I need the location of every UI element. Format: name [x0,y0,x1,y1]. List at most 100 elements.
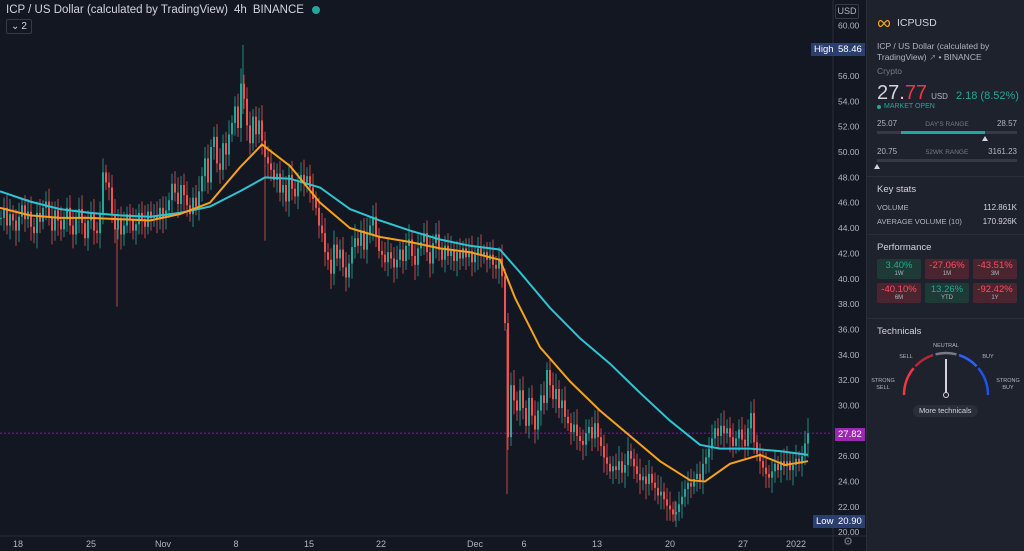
category-label: Crypto [877,66,903,76]
candle-body [555,389,557,400]
market-status: MARKET OPEN [877,103,935,110]
candle-body [348,263,350,278]
candle-body [309,176,311,188]
x-tick-label: 27 [738,539,748,549]
currency-selector[interactable]: USD [835,4,859,19]
last-price-tag: 27.82 [835,428,865,441]
indicators-toggle[interactable]: ⌄ 2 [6,19,32,34]
candle-body [747,428,749,447]
candle-body [336,244,338,259]
legend-symbol-title[interactable]: ICP / US Dollar (calculated by TradingVi… [6,4,229,16]
gauge-neutral: NEUTRAL [933,343,959,349]
candle-body [384,254,386,263]
candle-body [477,248,479,255]
candle-body [450,250,452,256]
candle-body [636,466,638,474]
perf-cell-1y[interactable]: -92.42% 1Y [973,283,1017,303]
perf-period: 3M [990,271,1000,277]
candle-body [699,473,701,481]
gear-icon[interactable]: ⚙ [843,536,853,548]
full-name-text: ICP / US Dollar (calculated by TradingVi… [877,41,990,62]
candle-body [285,185,287,202]
perf-cell-6m[interactable]: -40.10% 6M [877,283,921,303]
avg-volume-row: AVERAGE VOLUME (10) 170.926K [877,217,1017,226]
perf-cell-1w[interactable]: 3.40% 1W [877,259,921,279]
gauge-strong-sell: STRONG SELL [871,378,895,391]
perf-cell-ytd[interactable]: 13.26% YTD [925,283,969,303]
candle-body [0,217,2,219]
chart-area[interactable]: 60.0058.0056.0054.0052.0050.0048.0046.00… [0,0,866,551]
candle-body [324,233,326,253]
candle-body [474,254,476,263]
legend-interval[interactable]: 4h [234,4,247,16]
candle-body [438,234,440,250]
candle-body [30,211,32,227]
key-stats-title: Key stats [877,184,917,195]
candle-body [279,173,281,193]
market-status-text: MARKET OPEN [884,103,935,110]
candle-body [744,439,746,447]
candle-body [96,230,98,234]
perf-cell-1m[interactable]: -27.06% 1M [925,259,969,279]
candle-body [360,230,362,246]
candle-body [564,400,566,417]
x-tick-label: Nov [155,539,172,549]
divider [867,234,1024,235]
candle-body [102,172,104,213]
candle-body [573,424,575,433]
candle-body [531,397,533,416]
x-tick-label: 20 [665,539,675,549]
x-tick-label: 13 [592,539,602,549]
low-value-tag: 20.90 [835,515,865,528]
candle-body [12,214,14,221]
candle-body [405,245,407,262]
candle-body [291,174,293,189]
more-technicals-button[interactable]: More technicals [913,405,978,417]
candle-body [468,250,470,258]
exchange-text: BINANCE [943,52,982,62]
candle-body [774,463,776,472]
52wk-range-marker [874,164,881,169]
candle-body [534,415,536,430]
gauge-dial [902,351,990,398]
candle-body [255,116,257,135]
candle-body [15,220,17,231]
symbol-full-name: ICP / US Dollar (calculated by TradingVi… [877,41,1017,63]
gauge-arc-strong-buy [977,367,990,396]
candle-body [231,122,233,135]
candle-body [630,451,632,459]
candle-body [135,224,137,231]
gauge-buy: BUY [982,354,994,360]
candle-body [228,134,230,155]
price-currency: USD [931,92,948,101]
candle-body [633,458,635,467]
external-link-icon[interactable]: ↗ [928,52,937,62]
candle-body [447,245,449,256]
days-range-fill [901,131,985,134]
y-tick-label: 22.00 [838,502,860,512]
price-chart[interactable]: 60.0058.0056.0054.0052.0050.0048.0046.00… [0,0,866,551]
candle-body [216,136,218,164]
y-tick-label: 44.00 [838,223,860,233]
candle-body [735,438,737,447]
candle-body [21,205,23,217]
candle-body [267,157,269,164]
candle-body [801,456,803,464]
candle-body [654,482,656,488]
candle-body [36,212,38,234]
divider [867,318,1024,319]
candle-body [693,478,695,487]
perf-period: 1Y [991,295,999,301]
candle-body [105,172,107,183]
y-tick-label: 56.00 [838,71,860,81]
candle-body [186,195,188,206]
candle-body [48,201,50,217]
candle-body [642,476,644,481]
symbol-header[interactable]: ICPUSD [877,17,937,29]
perf-cell-3m[interactable]: -43.51% 3M [973,259,1017,279]
avg-volume-label: AVERAGE VOLUME (10) [877,217,962,226]
candle-body [414,255,416,265]
y-tick-label: 60.00 [838,20,860,30]
y-tick-label: 48.00 [838,172,860,182]
candle-body [669,505,671,510]
